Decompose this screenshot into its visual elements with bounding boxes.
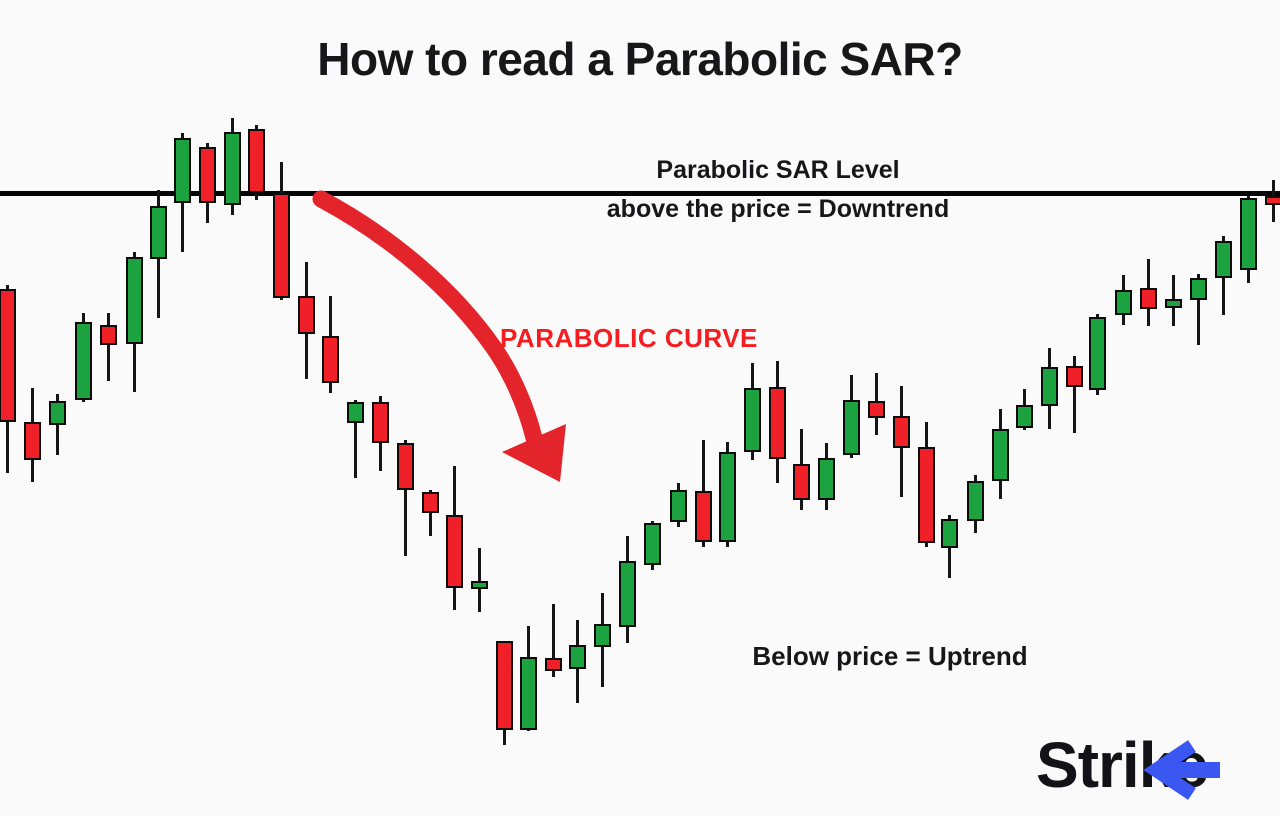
candle-body bbox=[1139, 288, 1157, 309]
candle-body bbox=[966, 481, 984, 521]
candle-body bbox=[768, 387, 786, 459]
candle-body bbox=[125, 257, 143, 344]
candle-body bbox=[568, 645, 586, 669]
candle-body bbox=[917, 447, 935, 543]
candle-body bbox=[792, 464, 810, 500]
candle-body bbox=[743, 388, 761, 452]
candle-body bbox=[618, 561, 636, 627]
candle-body bbox=[1065, 366, 1083, 387]
candle-body bbox=[519, 657, 537, 730]
candle-body bbox=[495, 641, 513, 730]
downtrend-label: above the price = Downtrend bbox=[606, 195, 950, 223]
parabolic-curve-label: PARABOLIC CURVE bbox=[500, 323, 758, 353]
uptrend-label: Below price = Uptrend bbox=[752, 641, 1028, 671]
candle-body bbox=[842, 400, 860, 455]
candle-body bbox=[421, 492, 439, 513]
candle-body bbox=[99, 325, 117, 345]
candle-body bbox=[74, 322, 92, 400]
candle-body bbox=[1189, 278, 1207, 300]
candle-body bbox=[48, 401, 66, 425]
parabolic-sar-level-line bbox=[0, 191, 1280, 196]
candle-body bbox=[1114, 290, 1132, 315]
arrow-head-icon bbox=[502, 424, 566, 482]
candle-body bbox=[1164, 299, 1182, 308]
candle-body bbox=[223, 132, 241, 205]
candle-wick bbox=[428, 490, 432, 536]
candle-wick bbox=[1196, 274, 1200, 345]
candle-body bbox=[0, 289, 16, 422]
candle-body bbox=[445, 515, 463, 588]
candle-body bbox=[1088, 317, 1106, 390]
candle-body bbox=[694, 491, 712, 542]
strike-logo-text: Strike bbox=[1036, 729, 1209, 801]
candle-wick bbox=[403, 440, 407, 556]
candle-body bbox=[643, 523, 661, 565]
candle-body bbox=[544, 658, 562, 671]
candle-body bbox=[991, 429, 1009, 481]
candle-body bbox=[1264, 196, 1280, 205]
candle-body bbox=[470, 581, 488, 589]
candle-body bbox=[1214, 241, 1232, 278]
candle-body bbox=[247, 129, 265, 193]
candle-wick bbox=[477, 548, 481, 612]
candle-body bbox=[149, 206, 167, 259]
candle-body bbox=[892, 416, 910, 448]
candle-body bbox=[321, 336, 339, 383]
candle-wick bbox=[106, 313, 110, 381]
candle-body bbox=[297, 296, 315, 334]
candle-body bbox=[940, 519, 958, 548]
candle-body bbox=[198, 147, 216, 203]
candle-body bbox=[346, 402, 364, 423]
candle-body bbox=[867, 401, 885, 418]
candle-body bbox=[669, 490, 687, 522]
strike-logo: Strike bbox=[1036, 733, 1209, 797]
candle-body bbox=[23, 422, 41, 460]
candle-body bbox=[1239, 198, 1257, 270]
candle-body bbox=[396, 443, 414, 490]
candle-body bbox=[1040, 367, 1058, 406]
page-title: How to read a Parabolic SAR? bbox=[317, 33, 963, 85]
sar-level-label: Parabolic SAR Level bbox=[656, 156, 900, 184]
candle-body bbox=[371, 402, 389, 443]
candle-wick bbox=[1072, 356, 1076, 433]
candle-body bbox=[1015, 405, 1033, 428]
candle-body bbox=[173, 138, 191, 203]
candle-body bbox=[593, 624, 611, 647]
candle-wick bbox=[551, 604, 555, 677]
candle-body bbox=[817, 458, 835, 500]
candle-body bbox=[272, 193, 290, 298]
candle-body bbox=[718, 452, 736, 542]
